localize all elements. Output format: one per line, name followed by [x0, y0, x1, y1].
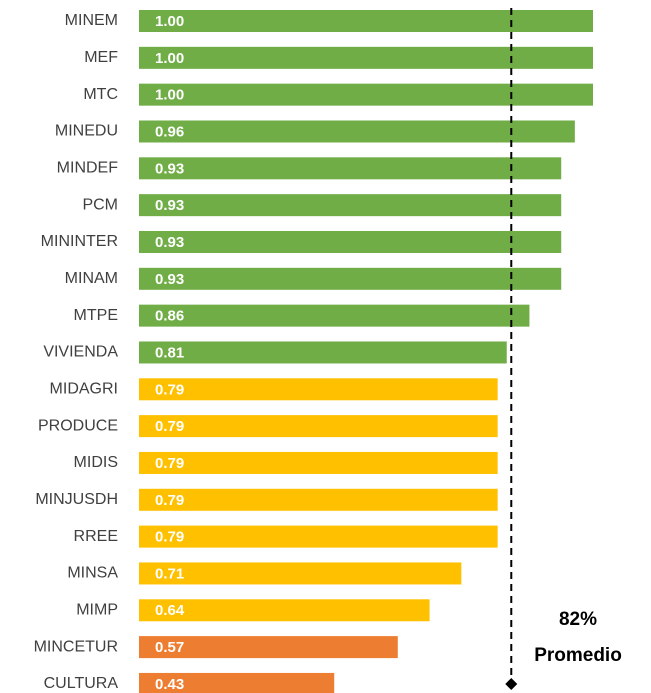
bar [139, 267, 562, 290]
bar [139, 230, 562, 253]
category-label: MININTER [41, 233, 118, 250]
bar [139, 488, 498, 511]
value-label: 0.79 [155, 529, 184, 546]
category-label: VIVIENDA [43, 344, 118, 361]
value-label: 0.79 [155, 455, 184, 472]
average-text: Promedio [534, 645, 622, 666]
bar [139, 120, 575, 143]
category-label: MINCETUR [34, 638, 118, 655]
average-label: 82% [559, 609, 597, 630]
value-label: 0.86 [155, 308, 184, 325]
bar [139, 562, 462, 585]
bar [139, 378, 498, 401]
bar [139, 525, 498, 548]
bar [139, 46, 593, 69]
category-label: MIMP [76, 601, 118, 618]
category-label: MTC [83, 86, 118, 103]
bar [139, 10, 593, 32]
category-label: MINAM [65, 270, 118, 287]
value-label: 0.79 [155, 381, 184, 398]
category-label: MINSA [67, 565, 118, 582]
category-label: MINEM [65, 12, 118, 29]
value-label: 0.93 [155, 271, 184, 288]
value-label: 0.79 [155, 492, 184, 509]
category-label: MINDEF [57, 160, 119, 177]
value-label: 0.81 [155, 344, 184, 361]
value-label: 0.71 [155, 565, 184, 582]
value-label: 1.00 [155, 87, 184, 104]
category-label: MTPE [74, 307, 118, 324]
category-label: MIDAGRI [50, 381, 118, 398]
bar [139, 83, 593, 106]
category-label: MINJUSDH [35, 491, 118, 508]
value-label: 0.96 [155, 123, 184, 140]
bar [139, 194, 562, 217]
value-label: 0.57 [155, 639, 184, 656]
category-label: RREE [74, 528, 118, 545]
value-label: 0.43 [155, 676, 184, 693]
bar [139, 451, 498, 474]
category-label: CULTURA [44, 675, 119, 692]
value-label: 1.00 [155, 50, 184, 67]
average-marker [505, 678, 518, 690]
value-label: 0.93 [155, 160, 184, 177]
category-label: PCM [82, 196, 118, 213]
value-label: 1.00 [155, 13, 184, 30]
bar [139, 304, 530, 327]
value-label: 0.79 [155, 418, 184, 435]
category-label: MINEDU [55, 123, 118, 140]
bar [139, 157, 562, 180]
category-label: PRODUCE [38, 417, 118, 434]
bar [139, 636, 398, 659]
category-label: MIDIS [74, 454, 118, 471]
bar [139, 415, 498, 438]
value-label: 0.93 [155, 234, 184, 251]
bar [139, 599, 430, 622]
category-label: MEF [84, 49, 118, 66]
bar [139, 672, 335, 693]
bar [139, 341, 507, 364]
value-label: 0.64 [155, 602, 185, 619]
value-label: 0.93 [155, 197, 184, 214]
